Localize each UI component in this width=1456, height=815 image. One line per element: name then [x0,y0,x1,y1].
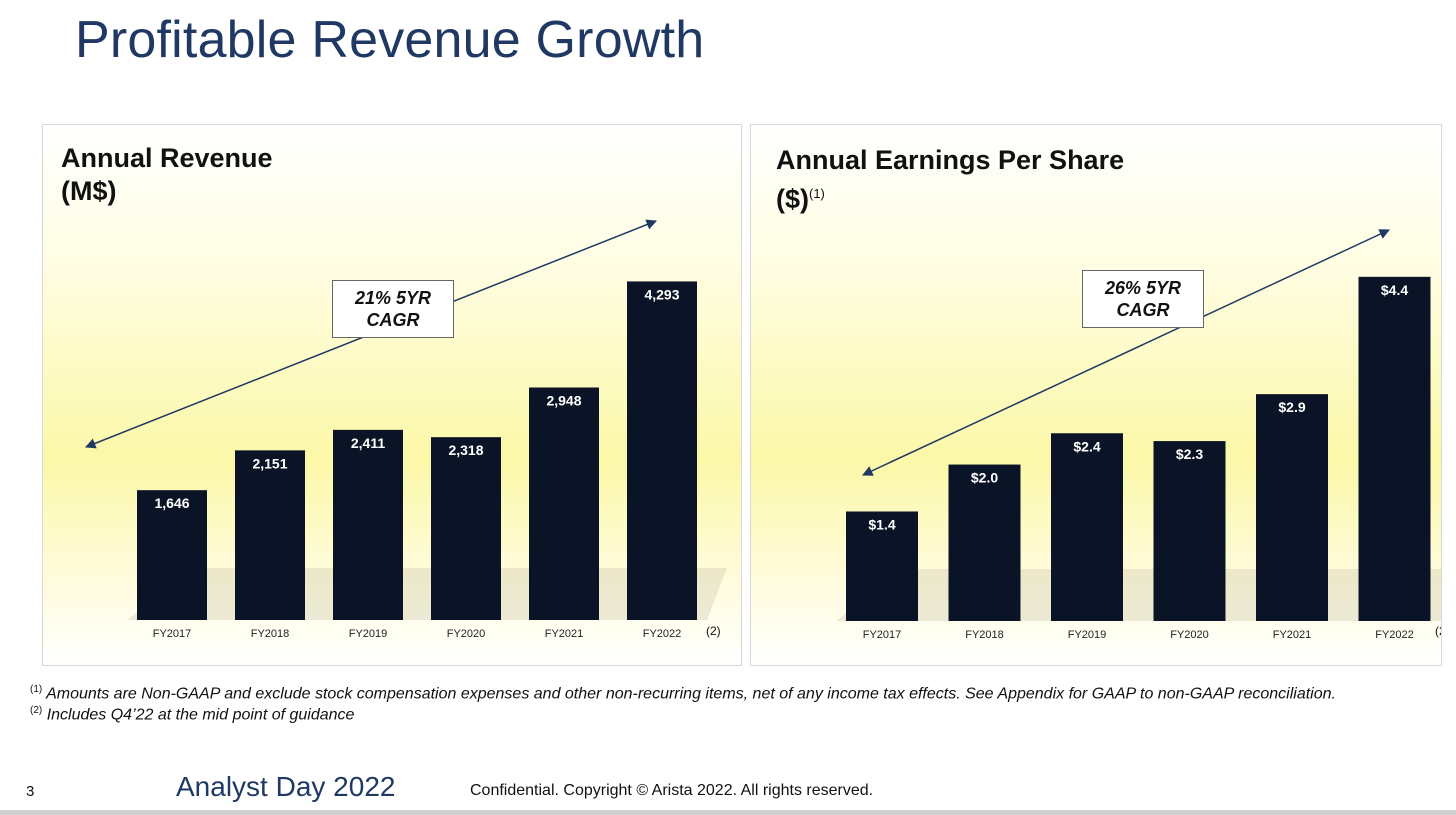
eps-bar-label: $2.9 [1278,399,1305,415]
eps-bar-fy2021 [1256,394,1328,621]
footnote-2-marker: (2) [30,705,43,716]
eps-chart-note: (1) [809,186,825,201]
page-number: 3 [26,783,35,800]
revenue-cagr-box: 21% 5YR CAGR [332,280,454,338]
revenue-bar-label: 4,293 [644,286,679,302]
revenue-bar-label: 2,151 [252,455,287,471]
eps-chart: $1.4 FY2017 $2.0 FY2018 $2.4 FY2019 $2.3 FY2020… [836,229,1442,641]
revenue-bar-fy2017 [137,490,207,620]
revenue-x-tick-label: FY2020 [447,628,486,640]
revenue-chart-panel: 1,646 FY2017 2,151 FY2018 2,411 FY2019 2,318 FY… [42,124,742,666]
eps-x-tick-label: FY2022 [1375,629,1414,641]
eps-bar-label: $1.4 [868,516,895,532]
eps-cagr-label: CAGR [1116,300,1170,320]
footnote-2-text: Includes Q4’22 at the mid point of guida… [46,706,355,724]
eps-bar-fy2022 [1358,276,1431,621]
revenue-cagr-value: 21% 5YR [354,288,432,308]
eps-bar-label: $4.4 [1381,282,1408,298]
event-name: Analyst Day 2022 [176,771,396,802]
eps-chart-title: Annual Earnings Per Share ($)(1) [776,144,1124,216]
eps-x-tick-label: FY2017 [863,629,902,641]
footnote-1-marker: (1) [30,684,43,695]
footnote-2: (2) Includes Q4’22 at the mid point of g… [30,705,354,724]
eps-chart-panel: $1.4 FY2017 $2.0 FY2018 $2.4 FY2019 $2.3 FY2020… [750,124,1442,666]
eps-bar-label: $2.3 [1176,446,1203,462]
eps-x-tick-label: FY2019 [1068,629,1107,641]
revenue-bar-fy2021 [529,387,599,620]
eps-x-tick-label: FY2021 [1273,629,1312,641]
revenue-fy2022-note: (2) [706,624,721,638]
revenue-chart-title-line1: Annual Revenue [61,143,273,173]
eps-bar-label: $2.4 [1073,438,1100,454]
eps-cagr-box: 26% 5YR CAGR [1082,270,1204,328]
revenue-bar-fy2018 [235,450,305,620]
footnote-1-text: Amounts are Non-GAAP and exclude stock c… [46,685,1336,703]
eps-x-tick-label: FY2018 [965,629,1004,641]
eps-floor-shadow [836,569,1441,621]
eps-bar-fy2019 [1051,433,1123,621]
revenue-bar-fy2019 [333,429,403,620]
eps-cagr-value: 26% 5YR [1104,278,1182,298]
eps-chart-unit: ($) [776,184,809,214]
revenue-x-tick-label: FY2022 [643,628,682,640]
copyright-notice: Confidential. Copyright © Arista 2022. A… [470,782,874,799]
eps-chart-title-line1: Annual Earnings Per Share [776,145,1125,175]
revenue-bar-label: 2,318 [448,442,483,458]
revenue-bar-fy2022 [627,281,697,620]
footnote-1: (1) Amounts are Non-GAAP and exclude sto… [30,684,1336,703]
eps-cagr-trend-arrow [862,229,1390,476]
revenue-bar-label: 2,411 [351,435,385,451]
eps-x-tick-label: FY2020 [1170,629,1209,641]
revenue-chart: 1,646 FY2017 2,151 FY2018 2,411 FY2019 2,318 FY… [85,219,727,640]
slide-title: Profitable Revenue Growth [75,11,705,69]
eps-bar-label: $2.0 [971,470,998,486]
eps-bar-fy2020 [1153,441,1226,621]
revenue-bar-label: 2,948 [546,393,581,409]
revenue-chart-unit: (M$) [61,176,117,206]
revenue-x-tick-label: FY2018 [251,628,290,640]
revenue-bar-label: 1,646 [154,495,189,511]
bottom-bar [0,810,1456,815]
revenue-bar-fy2020 [431,437,501,620]
revenue-chart-title: Annual Revenue (M$) [61,142,273,208]
revenue-cagr-label: CAGR [366,310,420,330]
eps-bar-fy2018 [948,464,1021,621]
eps-bar-fy2017 [846,511,918,621]
revenue-x-tick-label: FY2017 [153,628,192,640]
revenue-x-tick-label: FY2019 [349,628,388,640]
revenue-x-tick-label: FY2021 [545,628,584,640]
eps-fy2022-note: (2) [1435,624,1442,638]
